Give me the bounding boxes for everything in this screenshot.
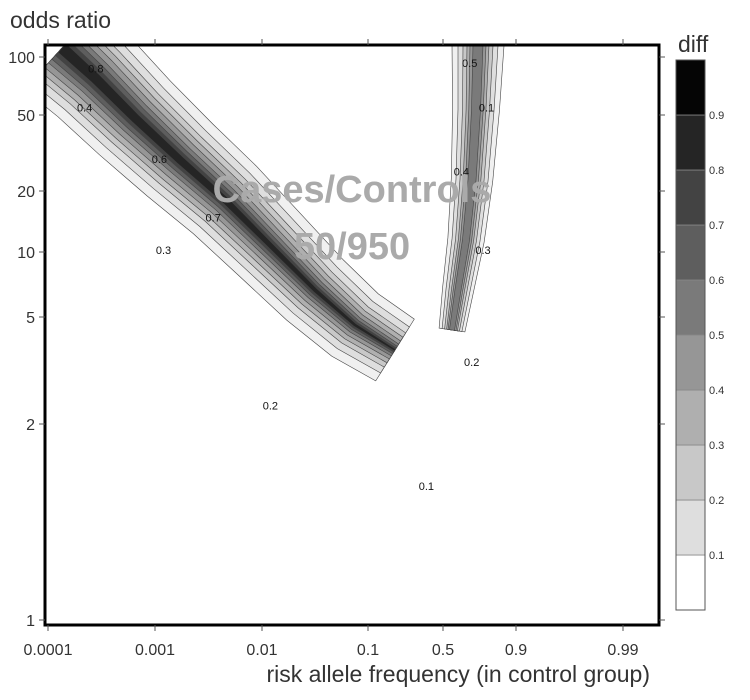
colorbar-swatch bbox=[675, 59, 706, 116]
contour-band-right bbox=[449, 45, 484, 331]
colorbar-swatch bbox=[675, 499, 706, 556]
colorbar-tick-label: 0.6 bbox=[709, 275, 724, 287]
contour-label: 0.5 bbox=[462, 58, 477, 70]
contour-regions bbox=[45, 45, 505, 382]
contour-label: 0.8 bbox=[88, 64, 103, 76]
contour-label: 0.1 bbox=[479, 103, 494, 115]
y-tick-label: 2 bbox=[26, 417, 35, 434]
contour-label: 0.2 bbox=[263, 400, 278, 412]
colorbar-tick-label: 0.5 bbox=[709, 330, 724, 342]
contour-label: 0.1 bbox=[419, 481, 434, 493]
colorbar-tick-label: 0.2 bbox=[709, 495, 724, 507]
contour-label: 0.3 bbox=[156, 245, 171, 257]
colorbar-tick-label: 0.1 bbox=[709, 550, 724, 562]
colorbar-title: diff bbox=[678, 31, 709, 57]
y-tick-label: 50 bbox=[17, 108, 35, 125]
colorbar: 0.1 0.2 0.3 0.4 0.5 0.6 0.7 0.8 0.9 bbox=[675, 59, 724, 611]
y-axis: 1 2 5 10 20 50 100 bbox=[8, 50, 665, 630]
colorbar-swatch bbox=[675, 114, 706, 171]
x-tick-label: 0.0001 bbox=[24, 642, 73, 659]
colorbar-tick-label: 0.7 bbox=[709, 220, 724, 232]
colorbar-frame bbox=[675, 59, 706, 611]
contour-label: 0.7 bbox=[206, 213, 221, 225]
contour-label: 0.4 bbox=[454, 166, 469, 178]
y-tick-label: 1 bbox=[26, 613, 35, 630]
x-axis: 0.0001 0.001 0.01 0.1 0.5 0.9 0.99 bbox=[24, 39, 639, 659]
plot-frame bbox=[43, 43, 661, 627]
contour-label: 0.6 bbox=[152, 154, 167, 166]
y-tick-label: 100 bbox=[8, 50, 35, 67]
annotation-ratio: 50/950 bbox=[294, 226, 410, 268]
y-tick-label: 5 bbox=[26, 310, 35, 327]
y-tick-label: 10 bbox=[17, 245, 35, 262]
colorbar-swatch bbox=[675, 169, 706, 226]
colorbar-swatch bbox=[675, 554, 706, 611]
colorbar-tick-label: 0.8 bbox=[709, 165, 724, 177]
y-tick-label: 20 bbox=[17, 184, 35, 201]
colorbar-tick-label: 0.3 bbox=[709, 440, 724, 452]
x-tick-label: 0.01 bbox=[246, 642, 277, 659]
colorbar-tick-label: 0.9 bbox=[709, 110, 724, 122]
colorbar-tick-label: 0.4 bbox=[709, 385, 724, 397]
contour-label: 0.4 bbox=[77, 103, 92, 115]
colorbar-swatch bbox=[675, 334, 706, 391]
contour-label: 0.2 bbox=[464, 357, 479, 369]
x-tick-label: 0.5 bbox=[432, 642, 454, 659]
colorbar-swatch bbox=[675, 224, 706, 281]
y-axis-title: odds ratio bbox=[10, 7, 111, 33]
contour-band-left bbox=[57, 45, 396, 352]
colorbar-swatch bbox=[675, 444, 706, 501]
colorbar-swatch bbox=[675, 389, 706, 446]
contour-labels: 0.8 0.6 0.7 0.4 0.3 0.2 0.1 0.5 0.1 0.4 0.3 0.2 bbox=[77, 58, 494, 493]
annotation-cases-controls: Cases/Controls bbox=[213, 169, 492, 211]
x-axis-title: risk allele frequency (in control group) bbox=[266, 661, 650, 687]
colorbar-swatch bbox=[675, 279, 706, 336]
x-tick-label: 0.001 bbox=[135, 642, 175, 659]
x-tick-label: 0.9 bbox=[505, 642, 527, 659]
x-tick-label: 0.99 bbox=[607, 642, 638, 659]
x-tick-label: 0.1 bbox=[357, 642, 379, 659]
contour-label: 0.3 bbox=[475, 245, 490, 257]
